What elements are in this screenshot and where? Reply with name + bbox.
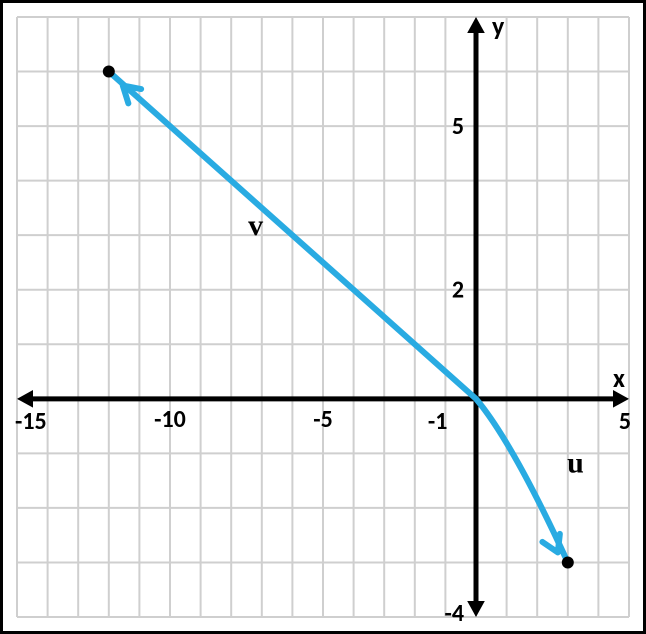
x-tick-label: -10 xyxy=(154,405,186,434)
vector-label: u xyxy=(567,446,584,479)
y-axis-label: y xyxy=(492,10,505,42)
x-tick-label: -15 xyxy=(15,407,47,436)
y-tick-label: 2 xyxy=(452,276,464,305)
x-tick-label: -1 xyxy=(428,407,448,436)
x-tick-label: -5 xyxy=(313,405,333,434)
x-axis-label: x xyxy=(613,362,625,394)
endpoint-dot xyxy=(103,66,115,78)
vector-chart: -15-10-5-15-425yxvu xyxy=(3,3,643,631)
y-tick-label: 5 xyxy=(452,112,464,141)
x-tick-label: 5 xyxy=(619,407,631,436)
chart-frame: -15-10-5-15-425yxvu xyxy=(0,0,646,634)
y-tick-label: -4 xyxy=(444,599,464,628)
endpoint-dot xyxy=(562,556,574,568)
vector-label: v xyxy=(248,209,263,242)
